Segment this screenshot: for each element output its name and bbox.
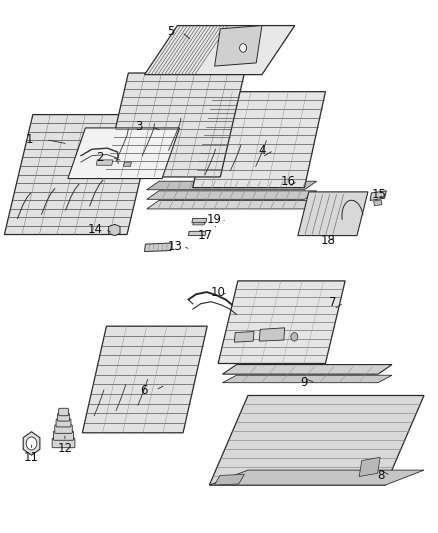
Polygon shape: [209, 470, 424, 485]
Polygon shape: [82, 326, 207, 433]
Polygon shape: [218, 281, 345, 364]
FancyBboxPatch shape: [52, 438, 75, 448]
Text: 13: 13: [168, 240, 183, 253]
Text: 9: 9: [300, 376, 308, 389]
FancyBboxPatch shape: [55, 425, 72, 433]
Polygon shape: [370, 191, 386, 200]
Text: 12: 12: [57, 442, 72, 455]
Polygon shape: [188, 231, 206, 236]
FancyBboxPatch shape: [56, 419, 71, 427]
Polygon shape: [192, 219, 207, 223]
Text: 15: 15: [371, 188, 386, 201]
Text: 17: 17: [198, 229, 212, 242]
Polygon shape: [193, 222, 205, 225]
Polygon shape: [374, 200, 382, 206]
Polygon shape: [147, 200, 317, 209]
Polygon shape: [298, 192, 368, 236]
Polygon shape: [145, 26, 295, 75]
Polygon shape: [215, 26, 262, 66]
Polygon shape: [96, 160, 113, 165]
Polygon shape: [223, 365, 392, 374]
Text: 11: 11: [24, 451, 39, 464]
Polygon shape: [193, 92, 325, 188]
FancyBboxPatch shape: [57, 414, 70, 421]
Polygon shape: [147, 191, 317, 199]
Polygon shape: [104, 73, 244, 177]
Polygon shape: [234, 332, 254, 342]
Circle shape: [240, 44, 247, 52]
Text: 6: 6: [140, 384, 148, 397]
Text: 4: 4: [258, 144, 266, 157]
Polygon shape: [109, 224, 120, 236]
Polygon shape: [124, 162, 131, 166]
Polygon shape: [4, 115, 155, 235]
Text: 7: 7: [329, 296, 337, 309]
Polygon shape: [23, 432, 40, 455]
Polygon shape: [147, 181, 317, 190]
Polygon shape: [145, 243, 172, 252]
Polygon shape: [259, 328, 285, 341]
Text: 18: 18: [320, 235, 335, 247]
Text: 2: 2: [96, 151, 104, 164]
Text: 3: 3: [136, 120, 143, 133]
Polygon shape: [68, 128, 180, 179]
Text: 8: 8: [378, 469, 385, 482]
FancyBboxPatch shape: [53, 431, 74, 440]
Polygon shape: [223, 375, 392, 383]
Text: 1: 1: [26, 133, 34, 146]
Polygon shape: [215, 474, 244, 485]
Polygon shape: [359, 457, 380, 477]
FancyBboxPatch shape: [59, 408, 68, 416]
Circle shape: [26, 437, 37, 450]
Text: 14: 14: [88, 223, 103, 236]
Text: 19: 19: [206, 213, 221, 226]
Text: 16: 16: [281, 175, 296, 188]
Circle shape: [291, 333, 298, 341]
Polygon shape: [209, 395, 424, 485]
Text: 10: 10: [211, 286, 226, 298]
Text: 5: 5: [167, 26, 174, 38]
